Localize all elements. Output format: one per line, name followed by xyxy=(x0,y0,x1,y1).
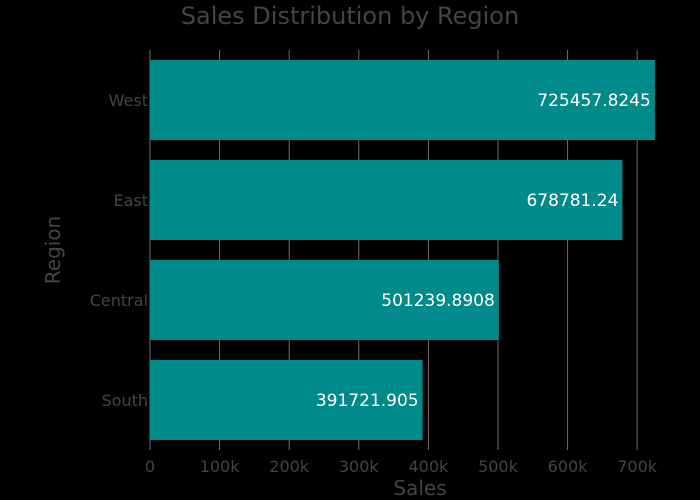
y-tick-label: Central xyxy=(90,291,148,310)
bar-value-label: 725457.8245 xyxy=(537,91,651,111)
x-tick-label: 0 xyxy=(145,457,155,476)
x-axis-title: Sales xyxy=(393,476,446,500)
x-tick-label: 600k xyxy=(548,457,589,476)
bars: 725457.8245 678781.24 501239.8908 391721.90… xyxy=(150,60,655,440)
x-tick-label: 700k xyxy=(617,457,658,476)
bar-value-label: 678781.24 xyxy=(526,191,618,211)
bar xyxy=(150,260,499,340)
bar-value-label: 391721.905 xyxy=(316,391,419,411)
bar-value-label: 501239.8908 xyxy=(381,291,495,311)
bar xyxy=(150,360,423,440)
bar xyxy=(150,160,623,240)
chart-title: Sales Distribution by Region xyxy=(181,2,519,30)
x-tick-label: 100k xyxy=(200,457,241,476)
x-tick-label: 200k xyxy=(269,457,310,476)
y-tick-label: East xyxy=(113,191,148,210)
x-tick-label: 300k xyxy=(339,457,380,476)
y-ticks: West East Central South xyxy=(90,91,148,410)
y-axis-title: Region xyxy=(41,216,65,284)
bar xyxy=(150,60,655,140)
x-ticks: 0 100k 200k 300k 400k 500k 600k 700k xyxy=(145,457,658,476)
x-tick-label: 400k xyxy=(408,457,449,476)
y-tick-label: West xyxy=(109,91,148,110)
y-tick-label: South xyxy=(102,391,149,410)
x-tick-label: 500k xyxy=(478,457,519,476)
